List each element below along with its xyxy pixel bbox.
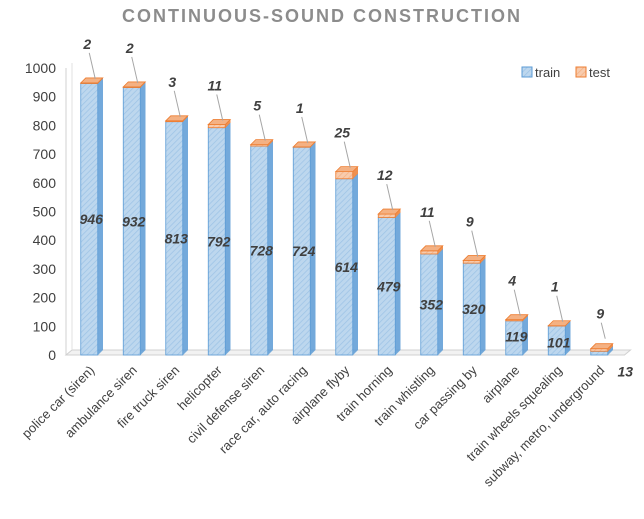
legend-swatch-test bbox=[575, 66, 587, 78]
x-category-label: ambulance siren bbox=[62, 363, 140, 441]
leader-line bbox=[556, 295, 564, 322]
data-label-train: 792 bbox=[207, 233, 231, 249]
y-tick-label: 0 bbox=[48, 347, 56, 363]
x-category-label: police car (siren) bbox=[19, 363, 98, 442]
bar-top-cap bbox=[122, 81, 147, 88]
data-label-test: 11 bbox=[420, 204, 435, 220]
axis-layer: 0 100 200 300 400 500 600 700 800 900 1000 bbox=[25, 60, 632, 363]
data-label-test: 9 bbox=[466, 214, 474, 230]
y-tick-label: 1000 bbox=[25, 60, 56, 76]
bar-top-cap bbox=[164, 115, 189, 122]
data-label-test: 1 bbox=[296, 100, 304, 116]
bar-train bbox=[505, 315, 528, 356]
legend-label-train: train bbox=[535, 65, 560, 80]
data-label-test: 25 bbox=[333, 125, 350, 141]
data-label-test: 3 bbox=[168, 74, 176, 90]
bar-top-cap bbox=[249, 139, 274, 146]
data-label-train: 13 bbox=[617, 364, 633, 380]
bar-train bbox=[547, 320, 571, 356]
x-category-label: civil defense siren bbox=[184, 363, 268, 447]
legend-label-test: test bbox=[589, 65, 610, 80]
data-label-train: 352 bbox=[420, 296, 444, 312]
data-label-train: 813 bbox=[165, 230, 189, 246]
bar-train bbox=[377, 211, 401, 356]
bar-top-cap bbox=[589, 343, 614, 350]
bar-test-front bbox=[335, 171, 354, 180]
data-label-train: 119 bbox=[505, 329, 528, 345]
bar-top-cap bbox=[292, 141, 317, 148]
bar-top-cap bbox=[547, 320, 572, 327]
y-tick-label: 700 bbox=[33, 146, 57, 162]
leader-line bbox=[88, 52, 96, 80]
data-label-train: 479 bbox=[376, 278, 401, 294]
data-label-test: 5 bbox=[253, 98, 261, 114]
data-label-train: 946 bbox=[80, 211, 104, 227]
bar-top-cap bbox=[79, 77, 104, 84]
data-label-test: 9 bbox=[596, 306, 604, 322]
y-tick-label: 200 bbox=[33, 290, 57, 306]
bar-train bbox=[165, 116, 188, 356]
data-label-test: 2 bbox=[125, 40, 134, 56]
label-layer: 946 2 police car (siren) 932 2 ambulance sire… bbox=[19, 36, 633, 490]
data-label-train: 932 bbox=[122, 213, 146, 229]
bar-train bbox=[292, 141, 316, 356]
leader-line bbox=[258, 114, 266, 141]
bar-top-cap bbox=[207, 119, 232, 125]
y-tick-label: 900 bbox=[33, 89, 57, 105]
chart-title: CONTINUOUS-SOUND CONSTRUCTION bbox=[122, 6, 522, 26]
data-label-test: 11 bbox=[207, 78, 222, 94]
leader-line bbox=[216, 94, 224, 121]
y-tick-label: 800 bbox=[33, 117, 57, 133]
legend: train test bbox=[521, 65, 610, 80]
leader-line bbox=[343, 141, 351, 168]
bar-train-front bbox=[590, 350, 609, 356]
y-tick-label: 600 bbox=[33, 175, 57, 191]
bar-train bbox=[122, 81, 146, 356]
leader-line bbox=[600, 322, 606, 339]
bar-top-cap bbox=[504, 314, 529, 321]
leader-line bbox=[301, 116, 309, 144]
bar-train bbox=[335, 173, 358, 356]
data-label-train: 320 bbox=[462, 301, 486, 317]
leader-line bbox=[428, 220, 436, 247]
leader-line bbox=[131, 56, 139, 84]
bar-top-cap bbox=[377, 208, 402, 215]
x-category-label: airplane bbox=[479, 363, 522, 406]
data-label-train: 614 bbox=[335, 259, 359, 275]
legend-swatch-train bbox=[521, 66, 533, 78]
bar-train bbox=[250, 140, 273, 356]
bar-test-front bbox=[377, 213, 396, 218]
y-tick-label: 100 bbox=[33, 318, 57, 334]
y-tick-label: 500 bbox=[33, 204, 57, 220]
y-tick-label: 300 bbox=[33, 261, 57, 277]
leader-line bbox=[173, 90, 181, 117]
data-label-train: 728 bbox=[250, 243, 274, 259]
bar-train bbox=[80, 77, 103, 356]
data-label-train: 724 bbox=[292, 243, 316, 259]
bar-train bbox=[462, 257, 486, 356]
leader-line bbox=[386, 183, 394, 211]
y-tick-label: 400 bbox=[33, 232, 57, 248]
data-label-train: 101 bbox=[547, 335, 571, 351]
leader-line bbox=[471, 230, 479, 257]
bar-test-front bbox=[207, 124, 226, 129]
data-label-test: 12 bbox=[377, 167, 393, 183]
bar-top-cap bbox=[334, 166, 359, 173]
bar-top-cap bbox=[462, 255, 487, 261]
data-label-test: 2 bbox=[82, 36, 91, 52]
data-label-test: 1 bbox=[551, 279, 559, 295]
bar-train bbox=[207, 122, 231, 356]
leader-line bbox=[513, 289, 521, 316]
bar-top-cap bbox=[419, 245, 444, 252]
bar-layer bbox=[79, 77, 614, 356]
bar-test-front bbox=[420, 250, 439, 255]
data-label-test: 4 bbox=[507, 273, 516, 289]
